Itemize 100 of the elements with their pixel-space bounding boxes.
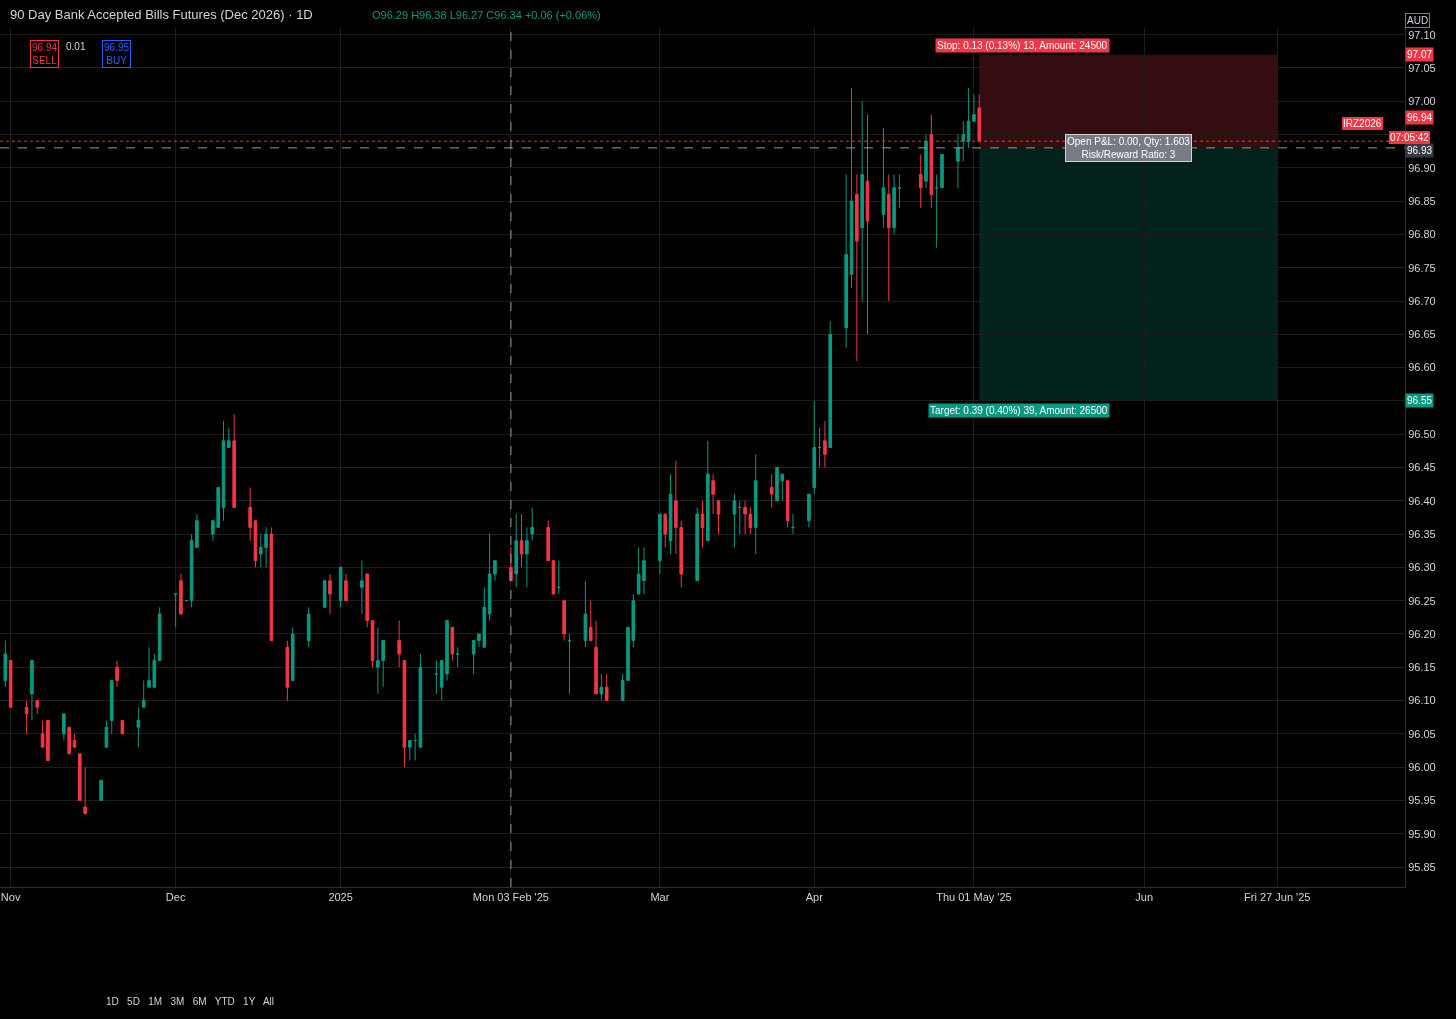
y-tick-label: 96.05 (1408, 727, 1436, 740)
y-tick-label: 97.05 (1408, 61, 1436, 74)
candlestick (269, 526, 274, 642)
y-tick-label: 96.30 (1408, 561, 1436, 574)
y-tick-label: 96.60 (1408, 361, 1436, 374)
candlestick (769, 473, 774, 508)
candlestick (918, 154, 923, 209)
candlestick (594, 620, 598, 695)
y-tick-label: 96.45 (1408, 461, 1436, 474)
candlestick (599, 673, 604, 702)
candlestick (407, 740, 412, 761)
candlestick (136, 706, 141, 748)
candlestick (221, 420, 226, 522)
candlestick (109, 680, 114, 735)
x-tick-label: Mon 03 Feb '25 (472, 891, 549, 904)
candlestick (530, 506, 534, 542)
y-tick-label: 96.75 (1408, 261, 1436, 274)
candlestick (99, 779, 103, 801)
candlestick (397, 620, 401, 668)
candlestick (519, 513, 524, 568)
candlestick (450, 626, 455, 662)
y-tick-label: 96.35 (1408, 527, 1436, 540)
candlestick (285, 640, 290, 702)
candlestick (141, 680, 146, 708)
text: 1D 5D 1M 3M 6M YTD 1Y All (106, 996, 275, 1007)
candlestick (179, 573, 183, 615)
candlestick (338, 566, 343, 608)
y-tick-label: 95.90 (1408, 827, 1436, 840)
annotation: IRZ2026 (1343, 118, 1382, 129)
candlestick (83, 766, 87, 815)
candlestick (828, 320, 833, 449)
candlestick (365, 573, 370, 628)
candlestick (588, 600, 593, 642)
candlestick (328, 573, 332, 615)
candlestick (30, 660, 34, 722)
y-tick-label: 96.15 (1408, 661, 1436, 674)
candlestick (583, 580, 588, 648)
candlestick (227, 427, 231, 449)
candlestick (24, 700, 29, 735)
annotation: Open P&L: 0.00, Qty: 1.603 Risk/Reward Ratio: 3 (1067, 136, 1191, 160)
candlestick (732, 493, 737, 548)
y-tick-label: 96.70 (1408, 294, 1436, 307)
x-tick-label: Apr (805, 891, 824, 904)
candlestick (344, 573, 348, 602)
y-tick-label: 96.00 (1408, 760, 1436, 773)
candlestick (604, 673, 609, 702)
candlestick (514, 513, 519, 588)
candlestick (72, 733, 77, 748)
candlestick (67, 726, 71, 755)
text: AUD (1407, 15, 1429, 26)
candlestick (248, 486, 252, 542)
candlestick (120, 720, 125, 735)
band-label: Stop: 0.13 (0.13%) 13, Amount: 24500 (937, 40, 1108, 51)
x-tick-label: Nov (0, 891, 21, 904)
candlestick (322, 580, 327, 608)
annotation: 96.94 SELL (32, 42, 58, 66)
candlestick (455, 646, 460, 668)
candlestick (562, 600, 566, 642)
candlestick (78, 753, 82, 801)
candlestick (807, 493, 811, 528)
candlestick (695, 506, 699, 582)
candlestick (8, 660, 13, 708)
candlestick (525, 526, 529, 588)
candlestick (886, 174, 891, 302)
candlestick (35, 700, 40, 715)
y-tick-label: 96.10 (1408, 694, 1436, 707)
chart-title: 90 Day Bank Accepted Bills Futures (Dec 2026) · 1D (10, 7, 313, 22)
annotation: 97.07 (1407, 49, 1433, 60)
candlestick (546, 520, 550, 562)
candlestick (360, 560, 364, 615)
candlestick (849, 87, 854, 289)
candlestick (812, 400, 817, 495)
candlestick (934, 174, 939, 249)
candlestick (62, 713, 66, 741)
y-tick-label: 97.10 (1408, 28, 1436, 41)
band-label: Target: 0.39 (0.40%) 39, Amount: 26500 (930, 405, 1108, 416)
y-tick-label: 96.40 (1408, 494, 1436, 507)
candlestick (956, 134, 960, 189)
y-tick-label: 95.95 (1408, 794, 1436, 807)
candlestick (753, 453, 758, 555)
y-tick-label: 96.85 (1408, 194, 1436, 207)
x-tick-label: Jun (1135, 891, 1154, 904)
candlestick (823, 420, 827, 468)
candlestick (737, 500, 742, 535)
candlestick (663, 513, 668, 548)
candlestick (706, 440, 710, 542)
candlestick (855, 174, 859, 362)
candlestick (306, 606, 311, 648)
candlestick (418, 653, 423, 748)
ref-line-label: 96.93 (1407, 145, 1433, 156)
candlestick (892, 174, 896, 235)
candlestick (924, 134, 928, 189)
x-tick-label: Mar (650, 891, 670, 904)
candlestick (844, 174, 848, 349)
candlestick (434, 660, 439, 695)
chart-subtitle: O96.29 H96.38 L96.27 C96.34 +0.06 (+0.06%) (372, 9, 601, 21)
candlestick (567, 633, 572, 695)
annotation: 96.55 (1407, 395, 1433, 406)
candlestick (557, 560, 561, 595)
y-tick-label: 96.50 (1408, 428, 1436, 441)
